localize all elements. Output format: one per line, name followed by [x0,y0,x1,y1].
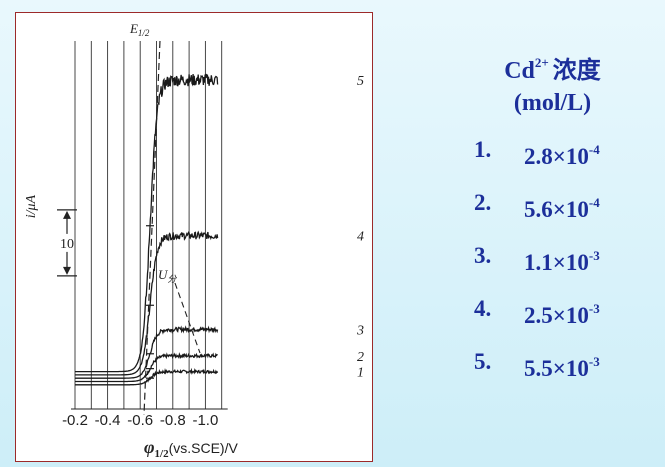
y-axis-label: i/μA [24,194,39,218]
current-scale-bar: 10 [57,209,77,277]
wave-curve-5 [75,73,219,373]
concentration-legend: Cd2+ 浓度 (mol/L) 1. 2.8×10-4 2. 5.6×10-4 3. 1… [440,48,665,403]
wave-curve-2 [75,352,218,383]
curve-labels: 12 3 4 5 [356,74,364,381]
grid [74,41,223,409]
x-tick-label: -0.8 [160,412,186,429]
x-tick-labels: -0.2 -0.4 -0.6 -0.8 -1.0 [62,412,218,429]
polarographic-waves [75,73,219,386]
decomposition-potential-line [174,282,201,354]
concentration-item: 3. 1.1×10-3 [474,243,600,275]
half-wave-potential-line [143,40,161,416]
concentration-item: 1. 2.8×10-4 [474,137,600,169]
legend-title: Cd2+ 浓度 [504,55,601,84]
wave-curve-4 [75,230,219,376]
legend-unit: (mol/L) [513,90,592,116]
wave-curve-3 [75,325,219,379]
x-tick-label: -0.4 [95,412,121,429]
x-tick-label: -0.2 [62,412,88,429]
scale-bar-label: 10 [60,237,74,252]
concentration-item: 2. 5.6×10-4 [474,190,600,222]
polarogram-chart: -0.2 -0.4 -0.6 -0.8 -1.0 12 3 4 5 E1/2 U分 10 [24,21,364,460]
curve-label-4: 4 [357,230,364,245]
decomposition-potential-label: U分 [158,267,177,284]
curve-label-3: 3 [356,323,364,338]
curve-label-5: 5 [357,74,364,89]
x-tick-label: -1.0 [192,412,218,429]
curve-label-1: 1 [357,366,364,381]
curve-label-2: 2 [357,350,364,365]
annotations: E1/2 U分 10 i/μA φ1/2(vs.SCE)/V [24,21,238,460]
concentration-list: 1. 2.8×10-4 2. 5.6×10-4 3. 1.1×10-3 4. 2.5×1… [440,138,665,403]
wave-curve-1 [75,367,219,386]
half-wave-potential-label: E1/2 [129,21,150,38]
concentration-item: 4. 2.5×10-3 [474,296,600,328]
x-tick-label: -0.6 [127,412,153,429]
concentration-item: 5. 5.5×10-3 [474,349,600,381]
x-axis-label: φ1/2(vs.SCE)/V [144,437,238,460]
